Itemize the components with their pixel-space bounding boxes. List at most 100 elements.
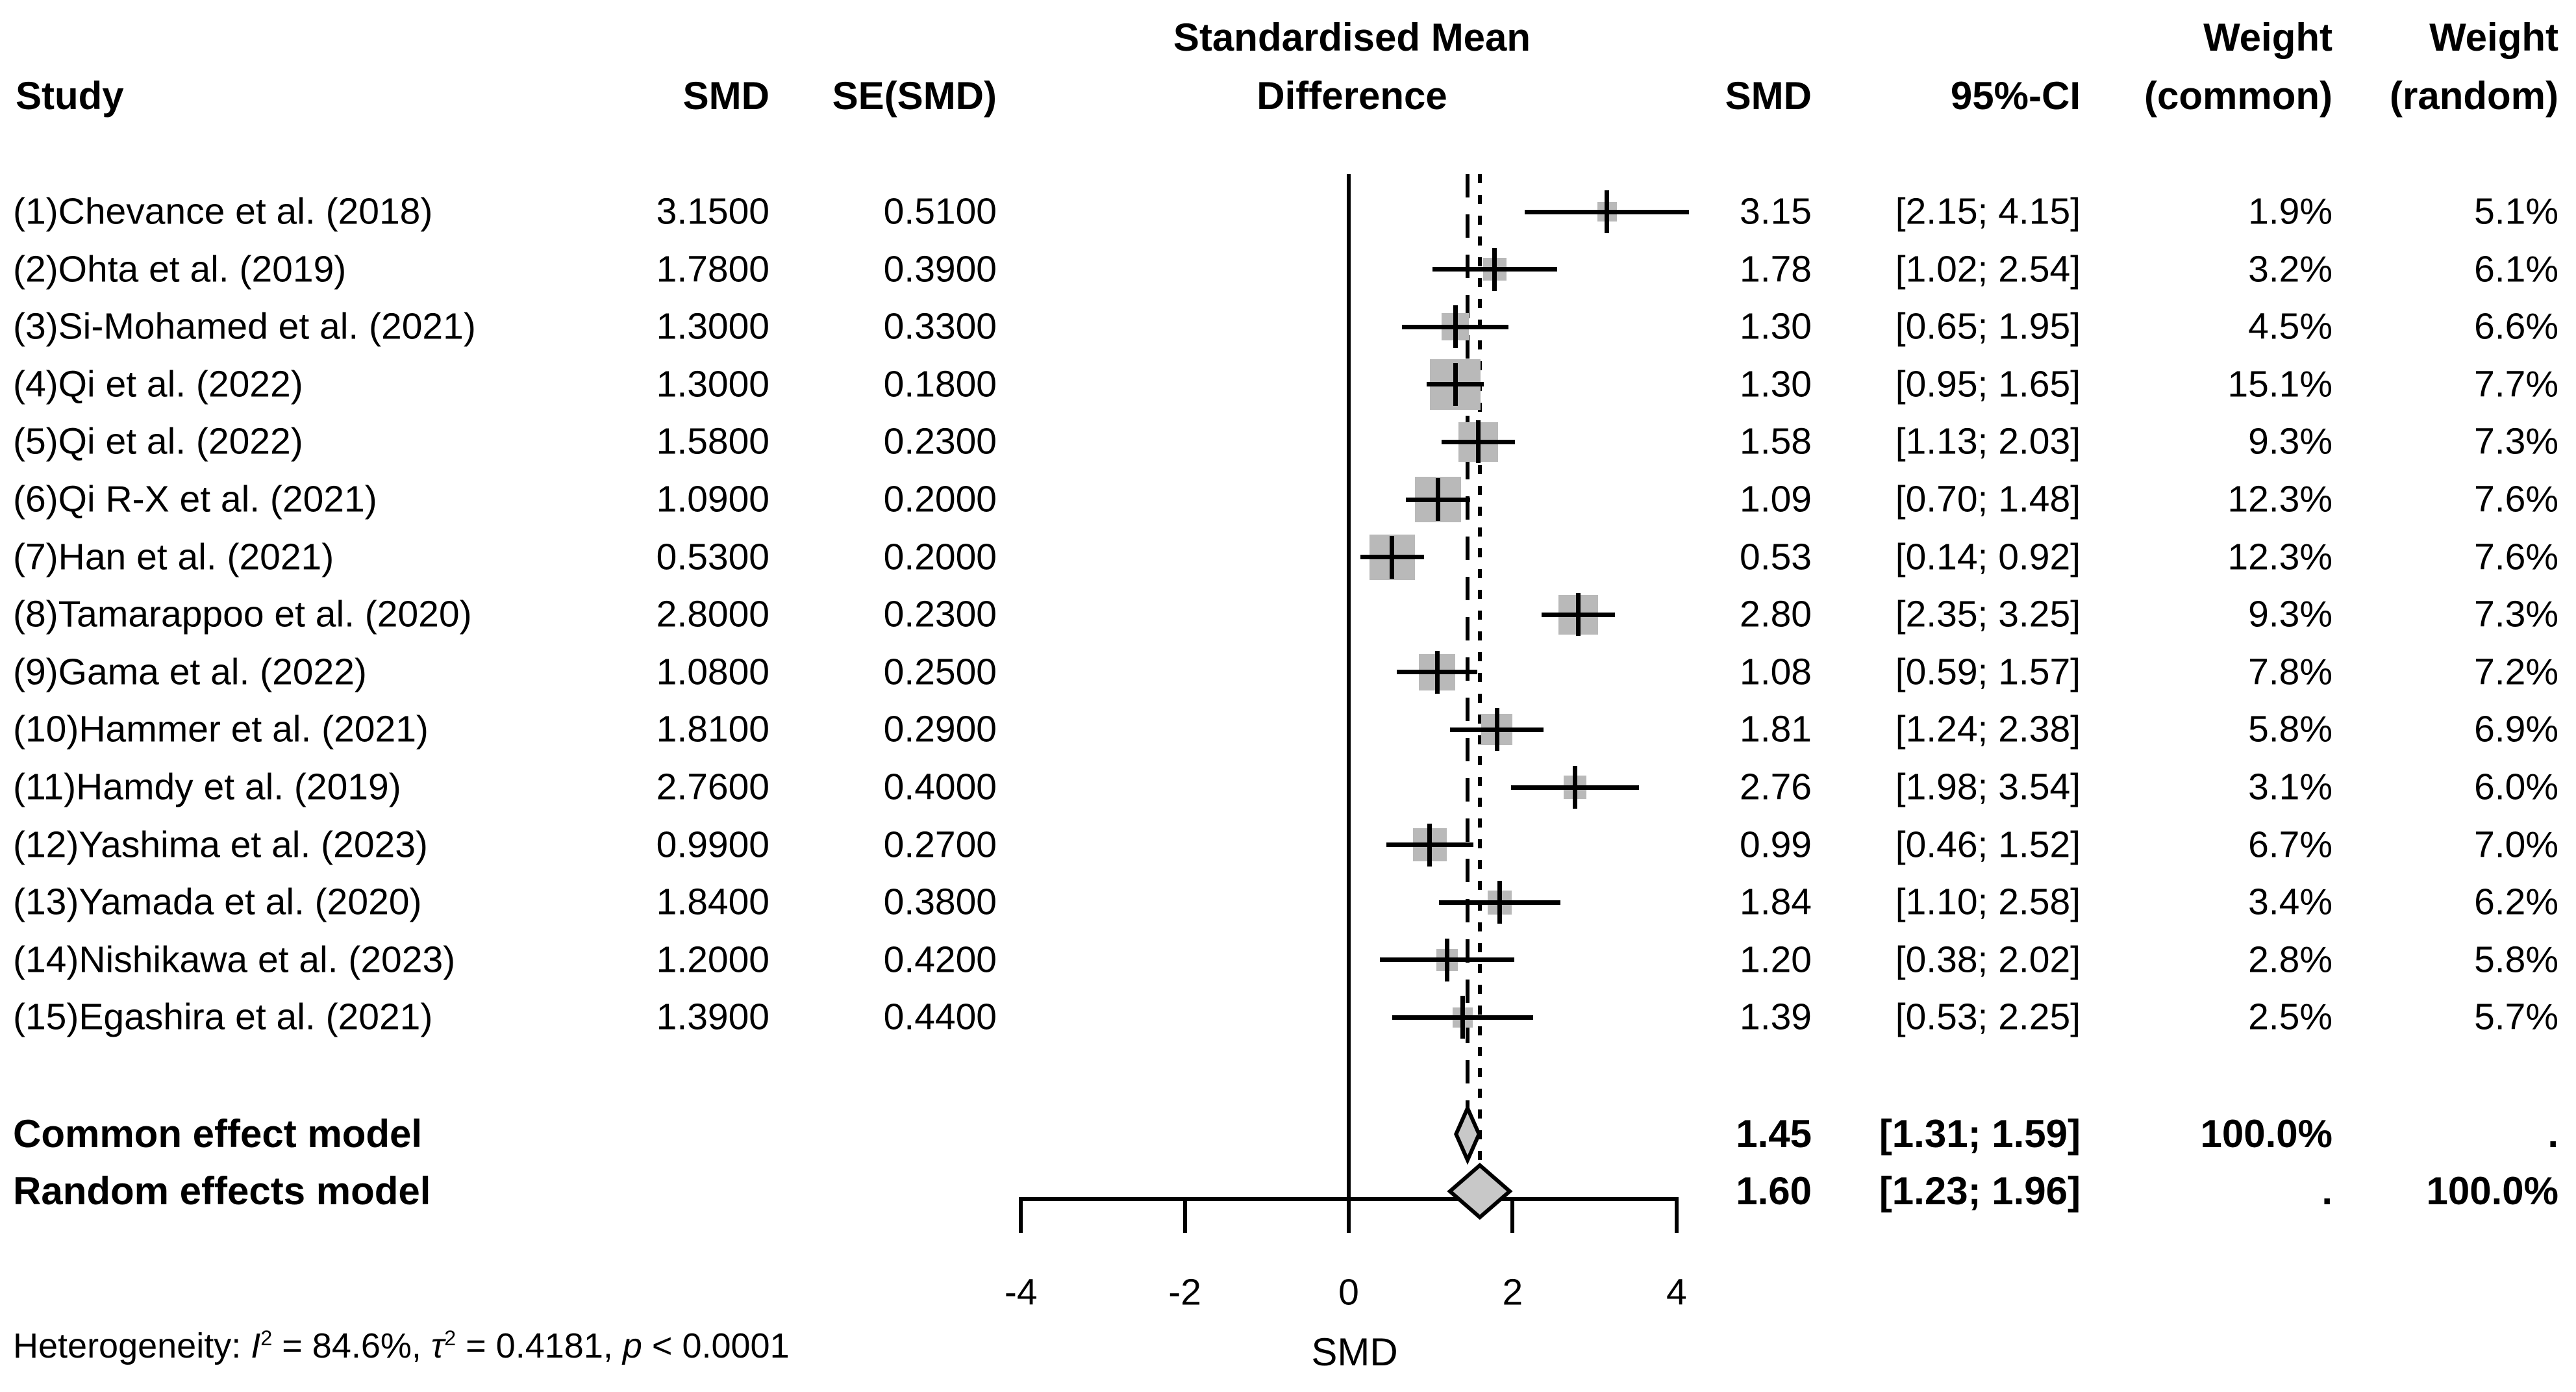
study-se-input: 0.2500: [883, 651, 997, 693]
study-weight-random: 6.2%: [2474, 881, 2558, 923]
study-se-input: 0.4400: [883, 996, 997, 1038]
study-smd-input: 1.5800: [656, 420, 769, 462]
point-estimate-marker: [1492, 247, 1497, 291]
study-ci: [1.13; 2.03]: [1895, 420, 2081, 462]
study-name: (10)Hammer et al. (2021): [13, 708, 429, 750]
column-header-plot-title-line1: Standardised Mean: [1173, 16, 1531, 59]
study-smd-input: 2.7600: [656, 766, 769, 808]
study-weight-common: 15.1%: [2227, 363, 2332, 405]
column-header-se-input: SE(SMD): [832, 74, 997, 118]
study-name: (1)Chevance et al. (2018): [13, 190, 433, 233]
study-ci: [2.15; 4.15]: [1895, 190, 2081, 233]
het-i-value: = 84.6%,: [272, 1326, 431, 1365]
study-weight-common: 1.9%: [2248, 190, 2332, 233]
study-se-input: 0.4200: [883, 939, 997, 981]
het-tau-value: = 0.4181,: [456, 1326, 623, 1365]
point-estimate-marker: [1427, 823, 1432, 867]
point-estimate-marker: [1605, 190, 1610, 233]
zero-reference-line: [1347, 174, 1351, 1199]
study-weight-random: 7.3%: [2474, 593, 2558, 635]
study-weight-random: 6.0%: [2474, 766, 2558, 808]
study-name: (12)Yashima et al. (2023): [13, 824, 428, 866]
point-estimate-marker: [1460, 996, 1465, 1039]
study-weight-random: 7.2%: [2474, 651, 2558, 693]
x-axis-label: SMD: [1311, 1330, 1398, 1374]
study-weight-common: 6.7%: [2248, 824, 2332, 866]
study-ci: [0.53; 2.25]: [1895, 996, 2081, 1038]
study-name: (3)Si-Mohamed et al. (2021): [13, 305, 476, 348]
pooled-random-label: Random effects model: [13, 1169, 431, 1213]
column-header-plot-title-line2: Difference: [1257, 74, 1447, 118]
study-se-input: 0.3900: [883, 248, 997, 290]
column-header-weight-random-line1: Weight: [2429, 16, 2558, 59]
study-se-input: 0.2700: [883, 824, 997, 866]
study-se-input: 0.2000: [883, 478, 997, 520]
pooled-common-weight-random: .: [2547, 1112, 2558, 1156]
study-ci: [1.98; 3.54]: [1895, 766, 2081, 808]
study-ci: [1.24; 2.38]: [1895, 708, 2081, 750]
study-smd-input: 1.3900: [656, 996, 769, 1038]
study-weight-random: 6.6%: [2474, 305, 2558, 348]
study-ci: [0.38; 2.02]: [1895, 939, 2081, 981]
study-name: (8)Tamarappoo et al. (2020): [13, 593, 472, 635]
column-header-smd: SMD: [1725, 74, 1812, 118]
study-weight-common: 12.3%: [2227, 478, 2332, 520]
study-weight-common: 2.5%: [2248, 996, 2332, 1038]
point-estimate-marker: [1436, 478, 1441, 521]
study-weight-common: 4.5%: [2248, 305, 2332, 348]
study-weight-random: 6.1%: [2474, 248, 2558, 290]
study-name: (15)Egashira et al. (2021): [13, 996, 433, 1038]
study-name: (7)Han et al. (2021): [13, 536, 334, 578]
het-tau-symbol: τ: [431, 1326, 445, 1365]
x-axis-tick-label: 2: [1502, 1271, 1523, 1313]
study-weight-common: 9.3%: [2248, 420, 2332, 462]
study-smd-input: 1.8100: [656, 708, 769, 750]
point-estimate-marker: [1572, 766, 1577, 809]
study-weight-random: 5.7%: [2474, 996, 2558, 1038]
study-name: (5)Qi et al. (2022): [13, 420, 303, 462]
study-se-input: 0.3300: [883, 305, 997, 348]
point-estimate-marker: [1575, 593, 1581, 637]
common-effect-dashed-line: [1465, 174, 1469, 1108]
study-name: (13)Yamada et al. (2020): [13, 881, 422, 923]
study-smd-input: 0.9900: [656, 824, 769, 866]
study-smd-input: 1.7800: [656, 248, 769, 290]
study-weight-random: 7.3%: [2474, 420, 2558, 462]
pooled-common-smd: 1.45: [1736, 1112, 1812, 1156]
pooled-random-weight-random: 100.0%: [2426, 1169, 2559, 1213]
study-smd-estimate: 0.99: [1740, 824, 1812, 866]
study-smd-input: 3.1500: [656, 190, 769, 233]
pooled-common-ci: [1.31; 1.59]: [1879, 1112, 2081, 1156]
study-weight-common: 2.8%: [2248, 939, 2332, 981]
column-header-ci: 95%-CI: [1950, 74, 2081, 118]
study-weight-common: 3.1%: [2248, 766, 2332, 808]
study-smd-estimate: 3.15: [1740, 190, 1812, 233]
study-weight-common: 3.4%: [2248, 881, 2332, 923]
study-smd-estimate: 1.30: [1740, 363, 1812, 405]
point-estimate-marker: [1453, 305, 1458, 349]
study-weight-common: 7.8%: [2248, 651, 2332, 693]
study-ci: [0.59; 1.57]: [1895, 651, 2081, 693]
pooled-random-smd: 1.60: [1736, 1169, 1812, 1213]
study-ci: [2.35; 3.25]: [1895, 593, 2081, 635]
heterogeneity-note: Heterogeneity: I2 = 84.6%, τ2 = 0.4181, …: [13, 1328, 790, 1363]
het-p-value: < 0.0001: [642, 1326, 790, 1365]
study-weight-random: 6.9%: [2474, 708, 2558, 750]
study-smd-input: 1.2000: [656, 939, 769, 981]
study-smd-estimate: 1.09: [1740, 478, 1812, 520]
study-se-input: 0.5100: [883, 190, 997, 233]
study-weight-common: 12.3%: [2227, 536, 2332, 578]
study-name: (14)Nishikawa et al. (2023): [13, 939, 456, 981]
het-i-symbol: I: [251, 1326, 261, 1365]
study-se-input: 0.2000: [883, 536, 997, 578]
column-header-smd-input: SMD: [682, 74, 769, 118]
study-weight-random: 7.6%: [2474, 478, 2558, 520]
study-weight-common: 5.8%: [2248, 708, 2332, 750]
study-weight-random: 7.7%: [2474, 363, 2558, 405]
study-se-input: 0.1800: [883, 363, 997, 405]
x-axis-tick-label: -2: [1168, 1271, 1201, 1313]
pooled-random-ci: [1.23; 1.96]: [1879, 1169, 2081, 1213]
study-smd-input: 0.5300: [656, 536, 769, 578]
